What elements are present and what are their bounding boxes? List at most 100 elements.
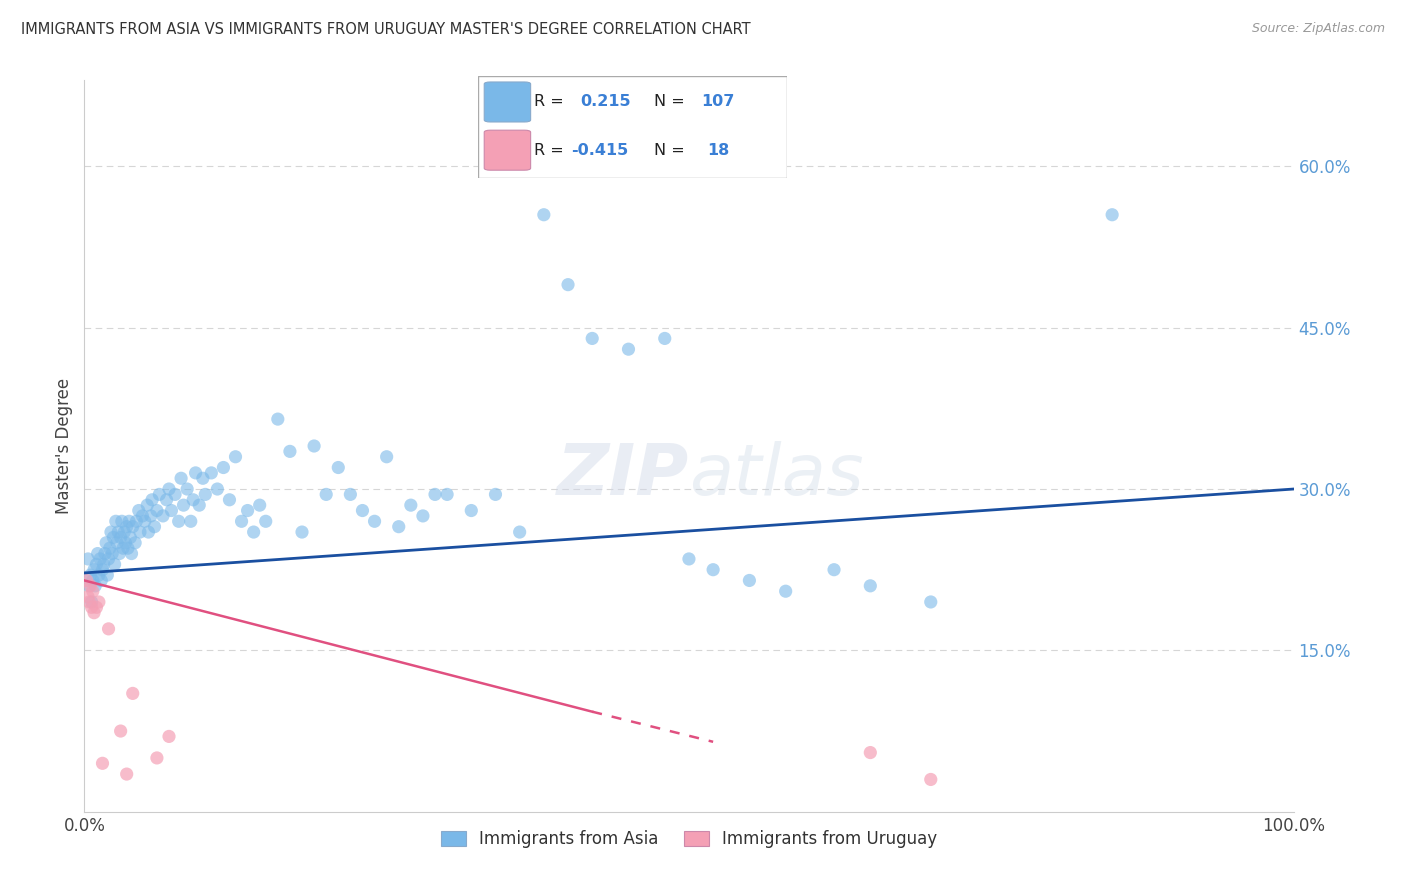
Point — [617, 342, 640, 356]
Point — [90, 574, 112, 588]
Point — [79, 579, 101, 593]
Text: R =: R = — [534, 143, 564, 158]
Point — [91, 756, 114, 771]
Point — [131, 508, 153, 523]
Point — [77, 595, 100, 609]
Point — [77, 579, 100, 593]
Y-axis label: Master's Degree: Master's Degree — [55, 378, 73, 514]
Point — [654, 331, 676, 345]
Point — [107, 524, 129, 539]
Point — [87, 595, 110, 609]
Point — [557, 277, 579, 292]
FancyBboxPatch shape — [484, 82, 530, 122]
Point — [509, 524, 531, 539]
Point — [91, 563, 114, 577]
Point — [125, 514, 148, 528]
Point — [141, 492, 163, 507]
Point — [702, 563, 724, 577]
Point — [86, 558, 108, 572]
Point — [139, 508, 162, 523]
Point — [167, 514, 190, 528]
Point — [138, 524, 160, 539]
Point — [225, 450, 247, 464]
Point — [738, 574, 761, 588]
Point — [152, 508, 174, 523]
Point — [112, 524, 135, 539]
Point — [1101, 208, 1123, 222]
Point — [118, 514, 141, 528]
Legend: Immigrants from Asia, Immigrants from Uruguay: Immigrants from Asia, Immigrants from Ur… — [434, 823, 943, 855]
Point — [242, 524, 264, 539]
Point — [98, 541, 121, 556]
Point — [412, 508, 434, 523]
Point — [823, 563, 845, 577]
Point — [80, 595, 103, 609]
Point — [115, 767, 138, 781]
Point — [93, 558, 115, 572]
Point — [254, 514, 277, 528]
Point — [79, 568, 101, 582]
Point — [775, 584, 797, 599]
Point — [110, 530, 132, 544]
Point — [218, 492, 240, 507]
Point — [920, 772, 942, 787]
Point — [136, 498, 159, 512]
Point — [124, 536, 146, 550]
Point — [143, 519, 166, 533]
Point — [200, 466, 222, 480]
Point — [157, 730, 180, 744]
Point — [388, 519, 411, 533]
Point — [83, 606, 105, 620]
Point — [212, 460, 235, 475]
Point — [460, 503, 482, 517]
Point — [104, 514, 127, 528]
FancyBboxPatch shape — [484, 130, 530, 170]
Point — [77, 552, 100, 566]
Point — [77, 590, 100, 604]
Point — [375, 450, 398, 464]
Point — [315, 487, 337, 501]
Point — [267, 412, 290, 426]
Point — [148, 487, 170, 501]
Point — [920, 595, 942, 609]
Point — [236, 503, 259, 517]
Point — [94, 536, 117, 550]
Point — [533, 208, 555, 222]
Point — [83, 563, 105, 577]
Point — [82, 584, 104, 599]
Point — [207, 482, 229, 496]
FancyBboxPatch shape — [478, 76, 787, 178]
Point — [134, 514, 156, 528]
Point — [191, 471, 214, 485]
Point — [86, 547, 108, 561]
Point — [181, 492, 204, 507]
Point — [129, 524, 152, 539]
Point — [97, 552, 120, 566]
Point — [111, 514, 134, 528]
Point — [146, 751, 169, 765]
Point — [120, 530, 142, 544]
Point — [121, 686, 143, 700]
Point — [80, 600, 103, 615]
Point — [105, 536, 128, 550]
Point — [484, 487, 506, 501]
Point — [291, 524, 314, 539]
Point — [339, 487, 361, 501]
Point — [859, 746, 882, 760]
Text: ZIP: ZIP — [557, 441, 689, 509]
Point — [128, 503, 150, 517]
Point — [86, 600, 108, 615]
Point — [176, 482, 198, 496]
Point — [157, 482, 180, 496]
Point — [399, 498, 422, 512]
Point — [84, 579, 107, 593]
Point — [278, 444, 301, 458]
Point — [97, 622, 120, 636]
Point — [115, 519, 138, 533]
Point — [302, 439, 325, 453]
Point — [121, 519, 143, 533]
Point — [231, 514, 253, 528]
Point — [108, 547, 131, 561]
Point — [436, 487, 458, 501]
Point — [170, 471, 193, 485]
